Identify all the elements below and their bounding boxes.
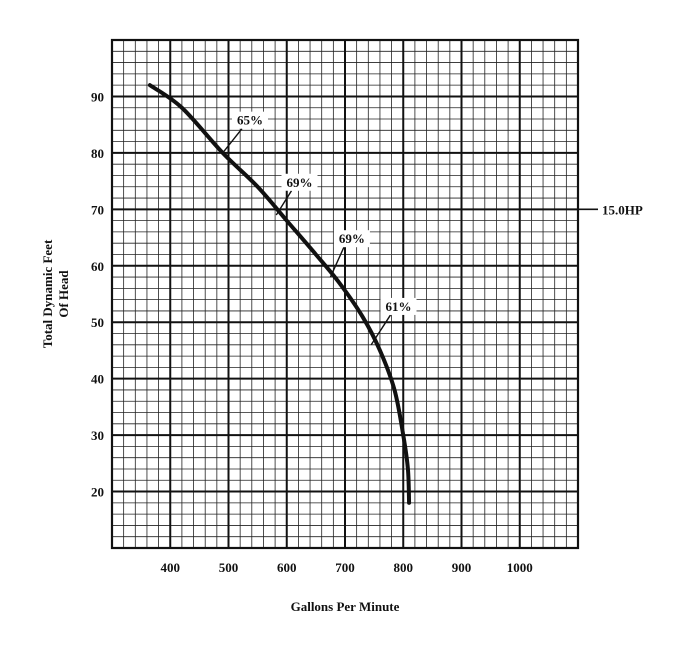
horsepower-marker: 15.0HP [578,202,643,217]
efficiency-label: 61% [386,299,412,314]
y-tick-label: 40 [91,372,104,387]
y-tick-label: 90 [91,89,104,104]
x-tick-label: 600 [277,560,297,575]
efficiency-label-bg [380,297,417,315]
horsepower-label: 15.0HP [602,202,643,217]
efficiency-label-bg [231,111,268,129]
y-tick-label: 20 [91,485,104,500]
efficiency-label: 69% [286,175,312,190]
x-tick-label: 800 [394,560,414,575]
x-tick-label: 700 [335,560,355,575]
efficiency-annotations: 65% 69% 69% 61% [222,111,417,346]
efficiency-label-bg [281,173,318,191]
y-axis-title-line-2: Of Head [56,270,71,318]
efficiency-leader-line [329,246,345,278]
efficiency-leader-line [275,190,293,216]
x-axis-title: Gallons Per Minute [291,599,400,614]
x-tick-label: 900 [452,560,472,575]
y-axis-title-line-1: Total Dynamic Feet [40,239,55,348]
y-tick-label: 50 [91,315,104,330]
efficiency-label-bg [333,230,370,248]
x-tick-label: 400 [161,560,181,575]
y-tick-labels: 20 30 40 50 60 70 80 90 [91,89,104,499]
y-tick-label: 30 [91,428,104,443]
efficiency-leader-line [370,314,392,346]
efficiency-leader-line [222,128,243,154]
y-tick-label: 70 [91,202,104,217]
plot-frame [110,38,580,550]
efficiency-label: 65% [237,113,263,128]
head-curve-line [147,83,412,505]
y-tick-label: 60 [91,259,104,274]
efficiency-label: 69% [339,231,365,246]
x-tick-label: 500 [219,560,239,575]
x-tick-label: 1000 [507,560,533,575]
x-tick-labels: 400 500 600 700 800 900 1000 [161,560,533,575]
y-tick-label: 80 [91,146,104,161]
